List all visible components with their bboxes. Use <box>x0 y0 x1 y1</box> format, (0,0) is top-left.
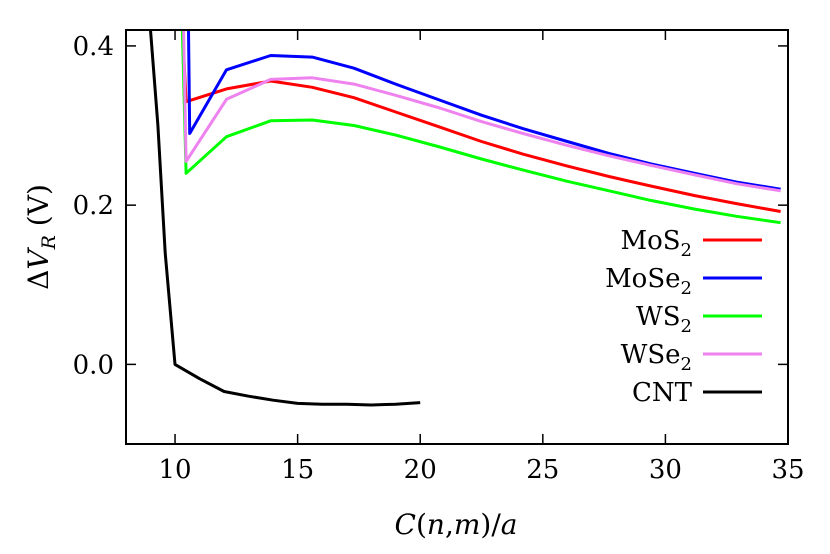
series-line-mos2 <box>180 30 781 213</box>
x-tick-label: 35 <box>771 455 804 485</box>
x-axis-title: C(n,m)/a <box>395 508 518 541</box>
plot-frame <box>125 29 789 445</box>
x-tick-label: 15 <box>281 455 314 485</box>
legend-label: MoS2 <box>620 226 692 261</box>
y-tick-label: 0.4 <box>73 32 114 62</box>
series-line-wse2 <box>182 30 781 193</box>
series-line-ws2 <box>180 30 781 225</box>
x-tick-label: 10 <box>158 455 191 485</box>
x-tick-label: 25 <box>526 455 559 485</box>
x-tick-label: 30 <box>649 455 682 485</box>
tick-labels: 10 15 20 25 30 35 0.0 0.2 0.4 <box>73 32 805 485</box>
y-tick-label: 0.0 <box>73 350 114 380</box>
series-line-mose2 <box>187 30 781 191</box>
y-tick-label: 0.2 <box>73 191 114 221</box>
legend-label: CNT <box>632 378 693 408</box>
series-line-cnt <box>149 30 421 407</box>
y-axis-title: ΔVR (V) <box>22 184 60 290</box>
series-layer <box>149 30 781 407</box>
legend-label: WS2 <box>636 302 692 337</box>
legend-label: WSe2 <box>621 340 692 375</box>
legend-label: MoSe2 <box>605 264 692 299</box>
x-tick-label: 20 <box>404 455 437 485</box>
